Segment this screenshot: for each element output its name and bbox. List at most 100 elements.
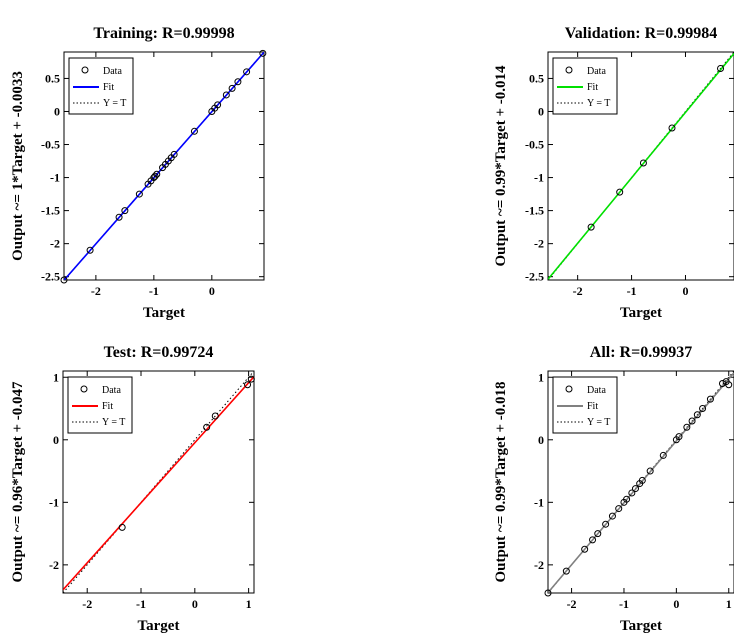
legend: Data Fit Y = T — [67, 376, 133, 434]
x-tick-label: -1 — [136, 597, 146, 611]
data-point — [562, 567, 570, 575]
data-point — [623, 495, 631, 503]
x-tick-label: -2 — [82, 597, 92, 611]
plot-area — [62, 370, 255, 594]
data-point — [115, 213, 123, 221]
legend: Data Fit Y = T — [552, 376, 618, 434]
legend-label-data: Data — [102, 385, 121, 396]
x-tick-label: -1 — [149, 284, 159, 298]
y-tick-label: 0.5 — [529, 71, 544, 85]
data-point — [214, 101, 222, 109]
data-point — [244, 381, 252, 389]
y-tick-label: 0 — [54, 104, 60, 118]
x-tick-label: -1 — [627, 284, 637, 298]
data-point — [153, 170, 161, 178]
data-point — [587, 223, 595, 231]
y-tick-label: -1 — [50, 171, 60, 185]
data-point — [243, 68, 251, 76]
legend-label-fit: Fit — [102, 401, 113, 412]
x-tick-label: -2 — [91, 284, 101, 298]
y-tick-label: -2 — [49, 558, 59, 572]
x-tick-label: 0 — [209, 284, 215, 298]
x-tick-label: -1 — [619, 597, 629, 611]
data-point — [86, 246, 94, 254]
legend-label-data: Data — [587, 66, 606, 77]
data-point — [151, 172, 159, 180]
data-point — [594, 530, 602, 538]
x-tick-label: -2 — [573, 284, 583, 298]
legend-marker-data — [81, 66, 89, 74]
y-tick-label: 0 — [538, 433, 544, 447]
y-axis-label: Output ~= 0.99*Target + -0.014 — [493, 65, 509, 267]
panel-validation: Validation: R=0.99984 Target Output ~= 0.9… — [493, 25, 734, 321]
data-point — [211, 412, 219, 420]
legend-marker-data — [80, 385, 88, 393]
panel-training: Training: R=0.99998 Target Output ~= 1*Tar… — [10, 25, 267, 321]
y-tick-label: -0.5 — [41, 138, 60, 152]
x-tick-label: 0 — [192, 597, 198, 611]
data-point — [581, 545, 589, 553]
data-point — [659, 451, 667, 459]
chart-title: All: R=0.99937 — [590, 344, 692, 361]
x-tick-label: -2 — [567, 597, 577, 611]
y-axis-label: Output ~= 0.99*Target + -0.018 — [493, 381, 509, 582]
y-axis-label: Output ~= 0.96*Target + -0.047 — [10, 381, 26, 583]
y-tick-label: -2 — [534, 558, 544, 572]
legend-label-data: Data — [587, 385, 606, 396]
data-point — [628, 489, 636, 497]
x-axis-label: Target — [620, 305, 662, 321]
y-tick-label: 1 — [53, 370, 59, 384]
data-point — [203, 423, 211, 431]
data-point — [544, 589, 552, 597]
legend-label-data: Data — [103, 66, 122, 77]
data-point — [589, 536, 597, 544]
y-tick-label: -1 — [534, 171, 544, 185]
y-tick-label: -0.5 — [525, 138, 544, 152]
data-point — [699, 405, 707, 413]
x-tick-label: 0 — [682, 284, 688, 298]
data-point — [608, 512, 616, 520]
legend-label-identity: Y = T — [587, 98, 610, 109]
data-point — [718, 380, 726, 388]
panel-test: Test: R=0.99724 Target Output ~= 0.96*Targ… — [10, 344, 255, 634]
y-tick-label: 0 — [538, 104, 544, 118]
legend-label-fit: Fit — [103, 82, 114, 93]
data-point — [118, 523, 126, 531]
data-point — [616, 188, 624, 196]
x-tick-label: 1 — [726, 597, 732, 611]
fit-line — [64, 52, 264, 280]
data-point — [683, 423, 691, 431]
data-point — [259, 49, 267, 57]
data-point — [725, 381, 733, 389]
y-tick-label: -2.5 — [41, 270, 60, 284]
y-tick-label: -1.5 — [525, 204, 544, 218]
data-point — [631, 485, 639, 493]
data-point — [247, 375, 255, 383]
data-point — [234, 78, 242, 86]
x-tick-label: 1 — [246, 597, 252, 611]
data-point — [222, 91, 230, 99]
data-point — [602, 520, 610, 528]
legend-label-fit: Fit — [587, 82, 598, 93]
y-tick-label: -2 — [534, 237, 544, 251]
plot-area — [547, 51, 734, 281]
data-point — [121, 207, 129, 215]
x-axis-label: Target — [620, 618, 662, 634]
y-tick-label: -1 — [534, 495, 544, 509]
y-tick-label: -1.5 — [41, 204, 60, 218]
x-tick-label: 0 — [673, 597, 679, 611]
legend: Data Fit Y = T — [68, 57, 134, 115]
plot-area — [63, 51, 265, 281]
y-tick-label: 1 — [538, 370, 544, 384]
legend-label-identity: Y = T — [103, 98, 126, 109]
data-point — [693, 411, 701, 419]
y-tick-label: -2 — [50, 237, 60, 251]
legend-label-identity: Y = T — [587, 417, 610, 428]
legend-marker-data — [565, 66, 573, 74]
data-point — [190, 127, 198, 135]
chart-title: Test: R=0.99724 — [104, 344, 214, 361]
data-point — [668, 124, 676, 132]
fit-line — [548, 53, 734, 280]
fit-line — [63, 376, 254, 591]
